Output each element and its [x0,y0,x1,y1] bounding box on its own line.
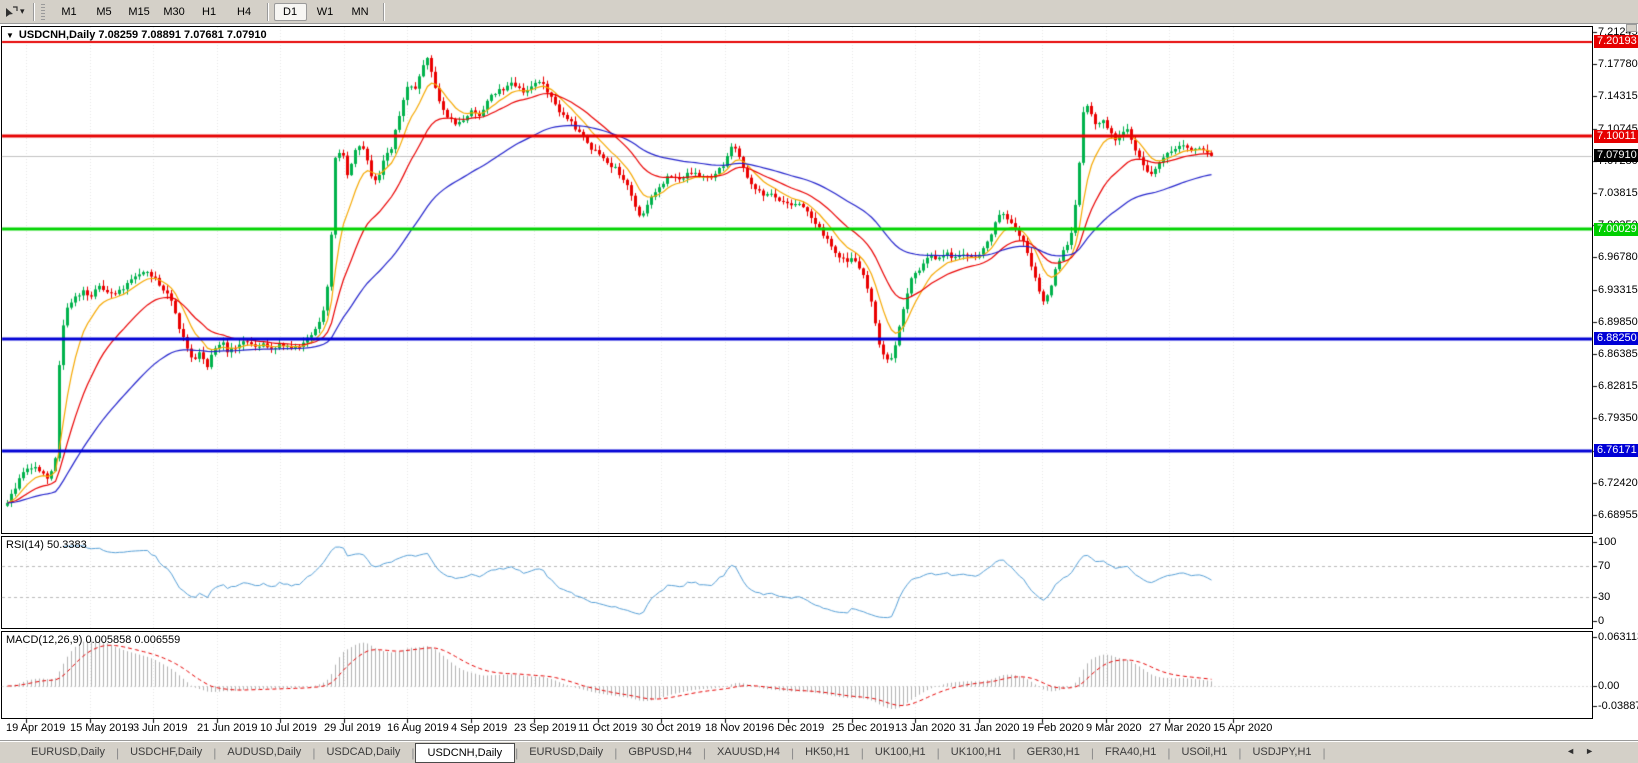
tab-usdcnh-daily[interactable]: USDCNH,Daily [414,742,516,763]
price-badge: 6.88250 [1594,332,1638,345]
date-label: 30 Oct 2019 [641,722,701,734]
collapse-triangle-icon[interactable]: ▼ [6,31,14,40]
rsi-tick: 0 [1598,615,1605,627]
date-label: 25 Dec 2019 [832,722,895,734]
tab-xauusd-h4[interactable]: XAUUSD,H4 [717,746,780,758]
date-label: 11 Oct 2019 [578,722,638,734]
price-badge: 7.07910 [1594,149,1638,162]
tab-usoil-h1[interactable]: USOil,H1 [1181,746,1228,758]
date-label: 10 Jul 2019 [260,722,317,734]
date-label: 29 Jul 2019 [324,722,381,734]
tab-hk50-h1[interactable]: HK50,H1 [805,746,850,758]
tab-uk100-h1[interactable]: UK100,H1 [950,746,1002,758]
price-tick: 6.68955 [1598,509,1638,521]
timeframe-m30[interactable]: M30 [163,5,185,18]
price-badge: 7.10011 [1594,130,1638,143]
timeframe-m1[interactable]: M1 [61,5,77,18]
timeframe-m15[interactable]: M15 [128,5,150,18]
timeframe-buttons: M1 M5 M15 M30 H1 H4 D1 W1 MN [52,2,389,21]
date-label: 15 May 2019 [70,722,134,734]
rsi-tick: 70 [1598,559,1611,572]
macd-label: MACD(12,26,9) 0.005858 0.006559 [6,634,181,646]
tab-scroll-arrows: ◄ ► [1566,746,1594,756]
date-label: 31 Jan 2020 [959,722,1020,734]
rsi-label: RSI(14) 50.3383 [6,539,87,551]
rsi-tick: 30 [1598,591,1611,604]
date-label: 27 Mar 2020 [1149,722,1211,734]
chart-tabs: EURUSD,Daily | USDCHF,Daily | AUDUSD,Daily | U… [20,742,1326,763]
tab-scroll-right-icon[interactable]: ► [1585,746,1594,756]
tab-ger30-h1[interactable]: GER30,H1 [1026,746,1080,758]
timeframe-h4[interactable]: H4 [237,5,252,18]
toolbar-separator [382,2,384,21]
date-label: 23 Sep 2019 [514,722,577,734]
price-badge: 6.76171 [1594,444,1638,457]
price-tick: 6.89850 [1598,315,1638,328]
chart-symbol: USDCNH,Daily [18,29,96,41]
chart-title: ▼ USDCNH,Daily 7.08259 7.08891 7.07681 7.… [6,29,267,41]
timeframe-d1[interactable]: D1 [273,2,307,21]
price-tick: 6.72420 [1598,476,1638,489]
timeframe-h1[interactable]: H1 [202,5,217,18]
main-chart-pane[interactable] [1,26,1593,534]
toolbar-separator [32,2,34,21]
tab-usdcad-daily[interactable]: USDCAD,Daily [326,746,401,758]
timeframe-m5[interactable]: M5 [96,5,112,18]
date-label: 16 Aug 2019 [387,722,449,734]
date-label: 4 Sep 2019 [451,722,508,734]
date-label: 6 Dec 2019 [768,722,825,734]
price-badge: 7.20193 [1594,35,1638,48]
rsi-pane[interactable] [1,536,1593,629]
date-label: 19 Feb 2020 [1022,722,1084,734]
tab-usdchf-daily[interactable]: USDCHF,Daily [130,746,203,758]
top-toolbar: ▾ M1 M5 M15 M30 H1 H4 D1 W1 MN [0,0,1638,24]
date-label: 3 Jun 2019 [133,722,188,734]
date-label: 13 Jan 2020 [895,722,956,734]
date-label: 15 Apr 2020 [1213,722,1273,734]
tab-separator: | [1322,745,1326,760]
tool-dropdown-icon[interactable]: ▾ [20,6,25,16]
price-tick: 6.96780 [1598,251,1638,264]
tab-gbpusd-h4[interactable]: GBPUSD,H4 [628,746,692,758]
cursor-arrow-icon [6,5,18,17]
tab-scroll-left-icon[interactable]: ◄ [1566,746,1576,756]
macd-pane[interactable] [1,631,1593,719]
tab-usdjpy-h1[interactable]: USDJPY,H1 [1252,746,1312,758]
price-tick: 7.17780 [1598,58,1638,71]
rsi-tick: 100 [1598,536,1617,548]
price-tick: 6.82815 [1598,380,1638,393]
tab-audusd-daily[interactable]: AUDUSD,Daily [227,746,302,758]
price-tick: 6.86385 [1598,348,1638,360]
cursor-tool-icon[interactable] [2,3,20,21]
chart-tab-bar: EURUSD,Daily | USDCHF,Daily | AUDUSD,Daily | U… [0,740,1638,763]
timeframe-mn[interactable]: MN [351,5,369,18]
tab-uk100-h1[interactable]: UK100,H1 [874,746,926,758]
macd-tick: -0.038872 [1598,700,1638,712]
date-label: 18 Nov 2019 [705,722,768,734]
timeframe-w1[interactable]: W1 [316,5,334,18]
tab-eurusd-daily[interactable]: EURUSD,Daily [31,746,105,758]
macd-tick: 0.063113 [1598,631,1638,644]
scroll-corner-box[interactable] [1626,24,1637,32]
price-badge: 7.00029 [1594,223,1638,236]
toolbar-separator [266,2,268,21]
macd-tick: 0.00 [1598,680,1620,692]
price-tick: 7.14315 [1598,90,1638,103]
tab-fra40-h1[interactable]: FRA40,H1 [1104,746,1157,758]
date-label: 9 Mar 2020 [1086,722,1142,734]
price-tick: 7.03815 [1598,187,1638,199]
price-tick: 6.79350 [1598,412,1638,425]
chart-ohlc-values: 7.08259 7.08891 7.07681 7.07910 [98,29,267,41]
date-label: 19 Apr 2019 [6,722,66,734]
tab-eurusd-daily[interactable]: EURUSD,Daily [529,746,604,758]
toolbar-grip[interactable] [40,3,45,20]
date-label: 21 Jun 2019 [197,722,258,734]
price-tick: 6.93315 [1598,283,1638,296]
